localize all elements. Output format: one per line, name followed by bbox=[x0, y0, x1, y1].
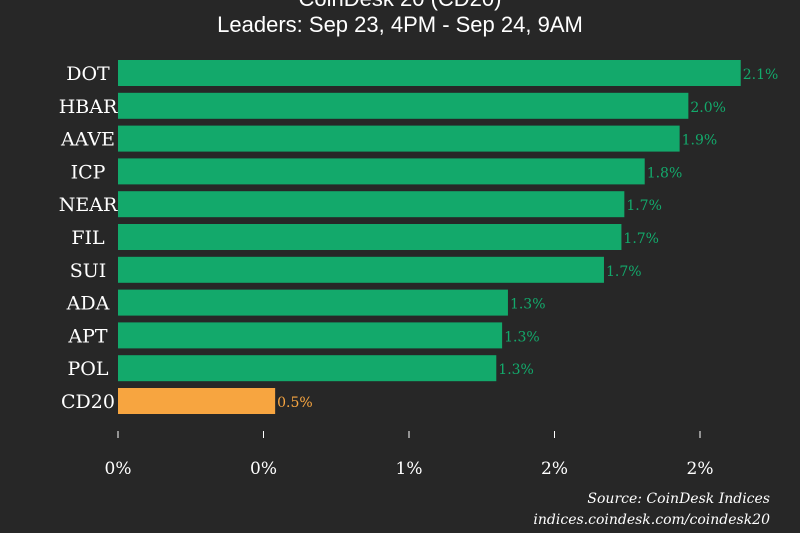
category-label-sui: SUI bbox=[70, 260, 107, 282]
bar-aave bbox=[118, 125, 680, 152]
value-label-apt: 1.3% bbox=[504, 329, 540, 345]
x-axis: 0% 0% 1% 2% 2% bbox=[105, 431, 714, 479]
source-credit: Source: CoinDesk Indices bbox=[587, 491, 770, 507]
category-label-pol: POL bbox=[68, 358, 109, 380]
bar-cd20 bbox=[118, 388, 276, 414]
category-label-near: NEAR bbox=[59, 194, 118, 216]
bar-near bbox=[118, 191, 625, 218]
bar-dot bbox=[118, 60, 741, 86]
value-label-ada: 1.3% bbox=[510, 297, 546, 313]
category-label-aave: AAVE bbox=[60, 129, 115, 151]
x-tick-label: 0% bbox=[105, 459, 132, 479]
category-label-apt: APT bbox=[67, 325, 108, 347]
chart-subtitle: Leaders: Sep 23, 4PM - Sep 24, 9AM bbox=[217, 12, 583, 37]
bar-sui bbox=[118, 256, 604, 283]
source-url: indices.coindesk.com/coindesk20 bbox=[533, 512, 770, 528]
value-label-pol: 1.3% bbox=[498, 362, 534, 378]
category-label-icp: ICP bbox=[71, 161, 106, 183]
value-label-icp: 1.8% bbox=[647, 165, 683, 181]
x-tick-label: 1% bbox=[396, 459, 423, 479]
value-label-fil: 1.7% bbox=[623, 231, 659, 247]
bar-pol bbox=[118, 355, 497, 382]
category-label-cd20: CD20 bbox=[61, 391, 115, 413]
x-tick-label: 0% bbox=[250, 459, 277, 479]
value-label-near: 1.7% bbox=[626, 198, 662, 214]
category-label-fil: FIL bbox=[71, 227, 105, 249]
bars-group: DOT 2.1% HBAR 2.0% AAVE 1.9% ICP 1.8% NEAR 1.7% FI… bbox=[59, 60, 779, 414]
bar-hbar bbox=[118, 92, 689, 119]
bar-ada bbox=[118, 289, 508, 316]
category-label-dot: DOT bbox=[66, 63, 110, 85]
value-label-cd20: 0.5% bbox=[277, 395, 313, 411]
category-label-hbar: HBAR bbox=[59, 96, 118, 118]
bar-fil bbox=[118, 224, 622, 250]
value-label-dot: 2.1% bbox=[743, 67, 779, 83]
value-label-hbar: 2.0% bbox=[690, 100, 726, 116]
bar-icp bbox=[118, 158, 645, 185]
x-tick-label: 2% bbox=[541, 459, 568, 479]
category-label-ada: ADA bbox=[66, 293, 110, 315]
bar-apt bbox=[118, 322, 503, 349]
value-label-aave: 1.9% bbox=[682, 133, 718, 149]
value-label-sui: 1.7% bbox=[606, 264, 642, 280]
x-tick-label: 2% bbox=[687, 459, 714, 479]
chart-title: CoinDesk 20 (CD20) bbox=[299, 0, 502, 11]
